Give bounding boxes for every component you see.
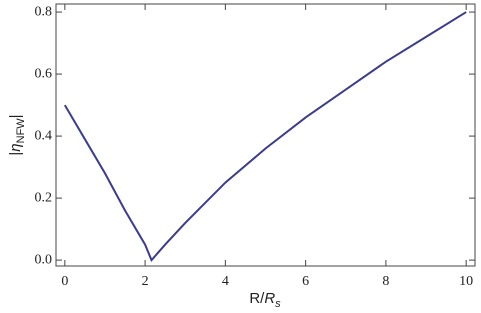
x-tick-label: 6 <box>302 274 309 289</box>
x-tick-label: 2 <box>142 274 149 289</box>
plot-frame <box>55 3 476 267</box>
y-tick-label: 0.8 <box>35 4 53 19</box>
y-tick-label: 0.0 <box>35 252 53 267</box>
y-tick-label: 0.2 <box>35 190 53 205</box>
y-axis-label: |ηNFW| <box>7 114 27 155</box>
x-axis-label: R/Rs <box>249 290 281 310</box>
data-line <box>63 11 467 262</box>
y-tick-label: 0.6 <box>35 66 53 81</box>
x-tick-label: 0 <box>61 274 68 289</box>
x-tick-label: 8 <box>382 274 389 289</box>
x-tick-label: 10 <box>459 274 473 289</box>
y-tick-label: 0.4 <box>35 128 53 143</box>
x-tick-label: 4 <box>222 274 229 289</box>
